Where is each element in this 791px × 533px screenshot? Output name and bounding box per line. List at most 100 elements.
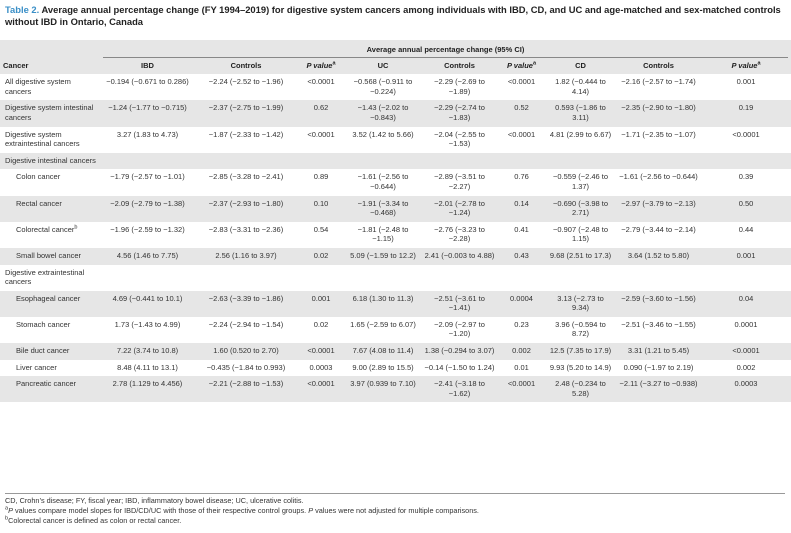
row-label: Bile duct cancer: [0, 343, 100, 360]
table-cell: 2.78 (1.129 to 4.456): [100, 376, 195, 403]
table-section-row: Digestive intestinal cancers: [0, 152, 791, 170]
table-cell: 12.5 (7.35 to 17.9): [545, 343, 616, 360]
column-header-pvalue: P valuea: [701, 58, 791, 75]
table-cell: [195, 265, 297, 291]
table-cell: −2.63 (−3.39 to −1.86): [195, 290, 297, 317]
table-cell: −0.194 (−0.671 to 0.286): [106, 77, 189, 87]
table-cell: <0.0001: [307, 129, 335, 139]
footnote-a: aP values compare model slopes for IBD/C…: [5, 505, 479, 515]
table-cell: −1.81 (−2.48 to −1.15): [357, 224, 409, 244]
table-row: All digestive system cancers −0.194 (−0.6…: [0, 74, 791, 100]
table-cell: −1.96 (−2.59 to −1.32): [110, 224, 185, 234]
row-label: Digestive extraintestinal cancers: [5, 267, 85, 287]
table-cell: 9.93 (5.20 to 14.9): [549, 362, 612, 372]
column-header-controls: Controls: [421, 58, 498, 75]
table-cell: 0.14: [498, 195, 545, 222]
table-cell: [701, 265, 791, 291]
table-row: Liver cancer 8.48 (4.11 to 13.1) −0.435 (−…: [0, 360, 791, 377]
table-cell: 0.001: [736, 77, 756, 87]
row-label: Esophageal cancer: [0, 290, 100, 317]
table-cell: <0.0001: [701, 343, 791, 360]
table-cell: 0.001: [297, 290, 345, 317]
table-cell: 0.19: [701, 100, 791, 127]
table-cell: −2.37 (−2.93 to −1.80): [195, 195, 297, 222]
table-cell: 0.52: [498, 100, 545, 127]
table-cell: 0.54: [313, 224, 329, 234]
table-cell: <0.0001: [297, 343, 345, 360]
table-cell: −0.690 (−3.98 to 2.71): [545, 195, 616, 222]
table-cell: 0.44: [738, 224, 754, 234]
table-cell: [297, 152, 345, 170]
table-cell: [297, 265, 345, 291]
table-cell: 4.69 (−0.441 to 10.1): [100, 290, 195, 317]
table-cell: 0.0003: [309, 362, 333, 372]
row-label: All digestive system cancers: [5, 77, 71, 96]
row-label: Liver cancer: [16, 362, 57, 372]
table-cell: 0.0001: [734, 319, 758, 329]
table-cell: 1.73 (−1.43 to 4.99): [114, 319, 181, 329]
table-cell: [100, 152, 195, 170]
table-cell: −1.43 (−2.02 to −0.843): [345, 100, 421, 127]
footnote-b: bColorectal cancer is defined as colon o…: [5, 515, 182, 525]
table-cell: 0.002: [498, 343, 545, 360]
table-row: Esophageal cancer 4.69 (−0.441 to 10.1) −2…: [0, 290, 791, 317]
table-cell: 2.48 (−0.234 to 5.28): [545, 376, 616, 403]
table-cell: 6.18 (1.30 to 11.3): [345, 290, 421, 317]
table-row: Digestive system extraintestinal cancers…: [0, 127, 791, 153]
table-cell: −2.51 (−3.46 to −1.55): [621, 319, 696, 329]
table-cell: [195, 152, 297, 170]
table-cell: −0.907 (−2.48 to 1.15): [552, 224, 609, 244]
column-header-ibd: IBD: [100, 58, 195, 75]
table-cell: 3.96 (−0.594 to 8.72): [555, 319, 606, 339]
table-cell: 4.56 (1.46 to 7.75): [100, 247, 195, 265]
table-cell: 0.39: [738, 172, 754, 182]
table-cell: [701, 152, 791, 170]
column-header-cancer: Cancer: [0, 58, 100, 75]
table-cell: <0.0001: [307, 77, 335, 87]
table-cell: 9.00 (2.89 to 15.5): [352, 362, 414, 372]
table-cell: [421, 265, 498, 291]
table-cell: 0.41: [514, 224, 529, 234]
table-row: Small bowel cancer 4.56 (1.46 to 7.75) 2.5…: [0, 247, 791, 265]
table-cell: [345, 265, 421, 291]
table-cell: [498, 152, 545, 170]
table-row: Colorectal cancerb −1.96 (−2.59 to −1.32)…: [0, 222, 791, 248]
table-cell: −2.59 (−3.60 to −1.56): [616, 290, 701, 317]
table-cell: −2.37 (−2.75 to −1.99): [195, 100, 297, 127]
column-header-pvalue: P valuea: [297, 58, 345, 75]
column-header-pvalue: P valuea: [498, 58, 545, 75]
table-cell: 0.0003: [701, 376, 791, 403]
table-cell: −1.71 (−2.35 to −1.07): [621, 129, 696, 139]
table-cell: 0.04: [701, 290, 791, 317]
table-cell: −2.24 (−2.94 to −1.54): [208, 319, 284, 329]
table-cell: −2.51 (−3.61 to −1.41): [421, 290, 498, 317]
table-body: All digestive system cancers −0.194 (−0.6…: [0, 74, 791, 403]
table-cell: 0.43: [498, 247, 545, 265]
row-label: Colorectal cancerb: [16, 224, 78, 234]
table-cell: −2.04 (−2.55 to −1.53): [434, 129, 485, 149]
row-label: Rectal cancer: [0, 195, 100, 222]
table-cell: <0.0001: [507, 129, 536, 139]
table-cell: 3.13 (−2.73 to 9.34): [545, 290, 616, 317]
table-cell: 0.001: [701, 247, 791, 265]
table-cell: −0.568 (−0.911 to −0.224): [353, 77, 413, 96]
table-cell: 0.76: [514, 172, 529, 182]
table-number: Table 2.: [5, 4, 40, 15]
table-cell: −2.01 (−2.78 to −1.24): [421, 195, 498, 222]
table-cell: 9.68 (2.51 to 17.3): [545, 247, 616, 265]
table-cell: <0.0001: [507, 77, 536, 87]
table-cell: 3.97 (0.939 to 7.10): [345, 376, 421, 403]
table-cell: <0.0001: [732, 129, 760, 139]
table-cell: −2.79 (−3.44 to −2.14): [621, 224, 696, 234]
table-cell: −1.24 (−1.77 to −0.715): [100, 100, 195, 127]
table-cell: 3.27 (1.83 to 4.73): [116, 129, 179, 139]
table-cell: [616, 265, 701, 291]
header-column-row: Cancer IBD Controls P valuea UC Controls…: [0, 58, 791, 75]
table-title: Average annual percentage change (FY 199…: [5, 4, 781, 27]
span-header-label: Average annual percentage change (95% CI…: [103, 45, 789, 58]
row-label: Stomach cancer: [16, 319, 71, 329]
table-cell: 0.50: [701, 195, 791, 222]
table-cell: 7.22 (3.74 to 10.8): [100, 343, 195, 360]
table-cell: [498, 265, 545, 291]
table-cell: −0.435 (−1.84 to 0.993): [206, 362, 286, 372]
